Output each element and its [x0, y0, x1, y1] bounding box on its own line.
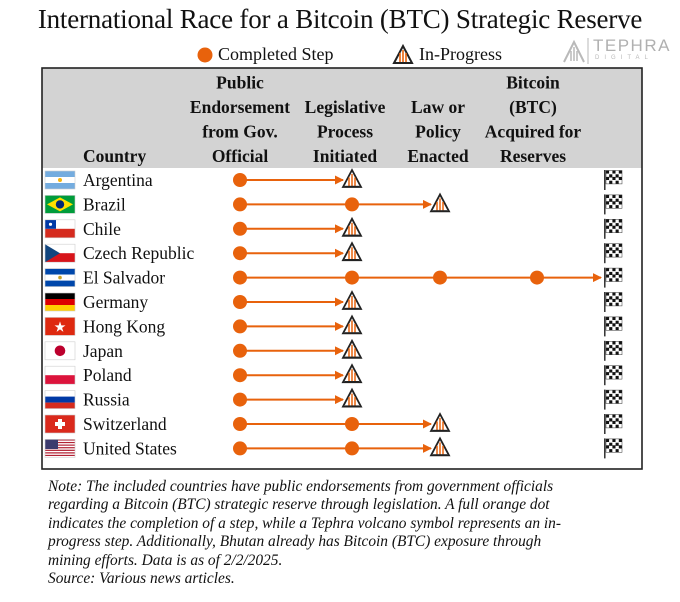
completed-dot — [233, 221, 247, 236]
country-label: El Salvador — [83, 268, 165, 288]
checkered-flag-icon — [604, 170, 623, 190]
chart-title: International Race for a Bitcoin (BTC) S… — [37, 4, 643, 34]
hong-kong-flag — [44, 317, 76, 336]
country-label: Switzerland — [83, 414, 167, 434]
tephra-volcano-icon — [429, 436, 451, 457]
tephra-volcano-icon — [341, 290, 363, 310]
el-salvador-flag — [44, 268, 76, 287]
checkered-flag-icon — [604, 243, 623, 264]
note-line: regarding a Bitcoin (BTC) strategic rese… — [48, 496, 550, 514]
tephra-logo: TEPHRA DIGITAL — [560, 36, 670, 66]
country-label: Argentina — [83, 170, 153, 190]
tephra-volcano-icon — [341, 168, 363, 188]
tephra-volcano-icon — [341, 363, 363, 384]
checkered-flag-icon — [604, 389, 623, 410]
column-header: (BTC) — [509, 97, 557, 117]
completed-dot — [233, 368, 247, 383]
germany-flag — [44, 292, 76, 312]
tephra-volcano-icon — [392, 43, 414, 64]
brazil-flag — [44, 195, 76, 214]
country-label: Brazil — [83, 194, 126, 214]
column-header: Enacted — [407, 146, 469, 166]
completed-dot — [233, 392, 247, 407]
checkered-flag-icon — [604, 316, 623, 337]
argentina-flag — [44, 170, 76, 190]
column-header: Law or — [411, 97, 465, 117]
checkered-flag-icon — [604, 218, 623, 239]
chile-flag — [44, 219, 76, 239]
switzerland-flag — [44, 414, 76, 434]
country-label: United States — [83, 438, 177, 458]
column-header: Reserves — [500, 146, 566, 166]
poland-flag — [44, 365, 76, 385]
country-label: Russia — [83, 390, 130, 410]
table-border — [41, 67, 643, 470]
note-line: Note: The included countries have public… — [48, 478, 554, 495]
country-label: Czech Republic — [83, 243, 195, 263]
legend-in-progress-label: In-Progress — [419, 44, 502, 64]
column-header: Bitcoin — [506, 73, 560, 93]
completed-dot — [233, 197, 247, 212]
united-states-flag — [44, 439, 76, 458]
column-header: Acquired for — [485, 122, 582, 142]
completed-dot — [233, 173, 247, 187]
completed-dot — [345, 270, 359, 285]
completed-dot — [233, 343, 247, 358]
footnote: Note: The included countries have public… — [48, 478, 653, 588]
legend: Completed Step In-Progress — [0, 42, 680, 66]
czech-republic-flag — [44, 243, 76, 263]
tephra-volcano-icon — [429, 412, 451, 432]
completed-dot — [233, 441, 247, 456]
checkered-flag-icon — [604, 292, 623, 312]
source-line: Source: Various news articles. — [48, 570, 235, 588]
country-label: Hong Kong — [83, 316, 165, 336]
note-line: mining efforts. Data is as of 2/2/2025. — [48, 551, 283, 569]
column-header: Official — [212, 146, 269, 166]
column-header: Country — [83, 146, 146, 166]
column-header: Legislative — [305, 97, 386, 117]
column-header: Initiated — [313, 146, 377, 166]
column-header: from Gov. — [202, 122, 278, 142]
completed-dot-icon — [197, 47, 213, 63]
checkered-flag-icon — [604, 267, 623, 288]
russia-flag — [44, 390, 76, 409]
tephra-volcano-icon — [341, 314, 363, 335]
tephra-volcano-icon — [341, 387, 363, 408]
tephra-volcano-icon — [341, 241, 363, 262]
completed-dot — [345, 417, 359, 431]
column-header: Public — [216, 73, 264, 93]
completed-dot — [345, 441, 359, 456]
checkered-flag-icon — [604, 340, 623, 361]
japan-flag — [44, 341, 76, 361]
checkered-flag-icon — [604, 365, 623, 386]
completed-dot — [233, 319, 247, 334]
column-header: Process — [317, 122, 373, 142]
country-label: Japan — [83, 341, 123, 361]
completed-dot — [433, 270, 447, 285]
checkered-flag-icon — [604, 438, 623, 459]
country-label: Poland — [83, 365, 132, 385]
column-header: Endorsement — [190, 97, 290, 117]
completed-dot — [233, 417, 247, 431]
column-header: Policy — [415, 122, 461, 142]
checkered-flag-icon — [604, 194, 623, 215]
tephra-volcano-icon — [341, 338, 363, 359]
logo-name: TEPHRA — [593, 36, 671, 55]
completed-dot — [530, 270, 544, 285]
completed-dot — [233, 246, 247, 261]
country-label: Chile — [83, 219, 121, 239]
tephra-volcano-icon — [429, 192, 451, 213]
completed-dot — [233, 295, 247, 309]
checkered-flag-icon — [604, 414, 623, 434]
note-line: progress step. Additionally, Bhutan alre… — [48, 533, 542, 551]
progress-table: Country Public Endorsement from Gov. Officia… — [41, 67, 643, 470]
legend-completed-label: Completed Step — [218, 44, 334, 64]
completed-dot — [233, 270, 247, 285]
table-header-bg — [42, 68, 642, 168]
completed-dot — [345, 197, 359, 212]
note-line: indicates the completion of a step, whil… — [48, 514, 561, 532]
country-label: Germany — [83, 292, 148, 312]
tephra-volcano-icon — [341, 216, 363, 237]
logo-sub: DIGITAL — [595, 55, 653, 61]
